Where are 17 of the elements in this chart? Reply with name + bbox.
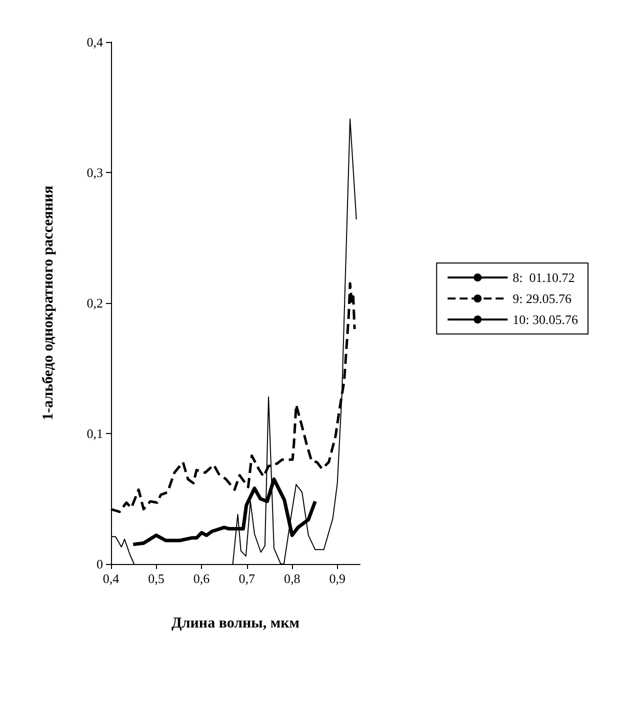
y-axis-title: 1-альбедо однократного рассеяния — [40, 186, 56, 420]
x-tick-label: 0,6 — [193, 571, 210, 586]
x-tick-label: 0,7 — [238, 571, 256, 586]
x-axis-title: Длина волны, мкм — [172, 616, 300, 632]
x-tick-label: 0,9 — [329, 571, 346, 586]
y-tick-label: 0,1 — [86, 426, 103, 441]
x-tick-label: 0,8 — [284, 571, 300, 586]
line-series — [131, 477, 317, 546]
y-tick-label: 0,3 — [86, 165, 103, 180]
x-tick-label: 0,5 — [148, 571, 164, 586]
legend-label: 8: 01.10.72 — [512, 270, 575, 285]
y-tick-label: 0 — [96, 556, 103, 572]
y-tick-label: 0,4 — [86, 34, 104, 50]
legend-label: 10: 30.05.76 — [512, 312, 578, 327]
x-tick-label: 0,4 — [102, 571, 120, 586]
legend-label: 9: 29.05.76 — [512, 291, 572, 306]
y-tick-label: 0,2 — [86, 296, 103, 310]
